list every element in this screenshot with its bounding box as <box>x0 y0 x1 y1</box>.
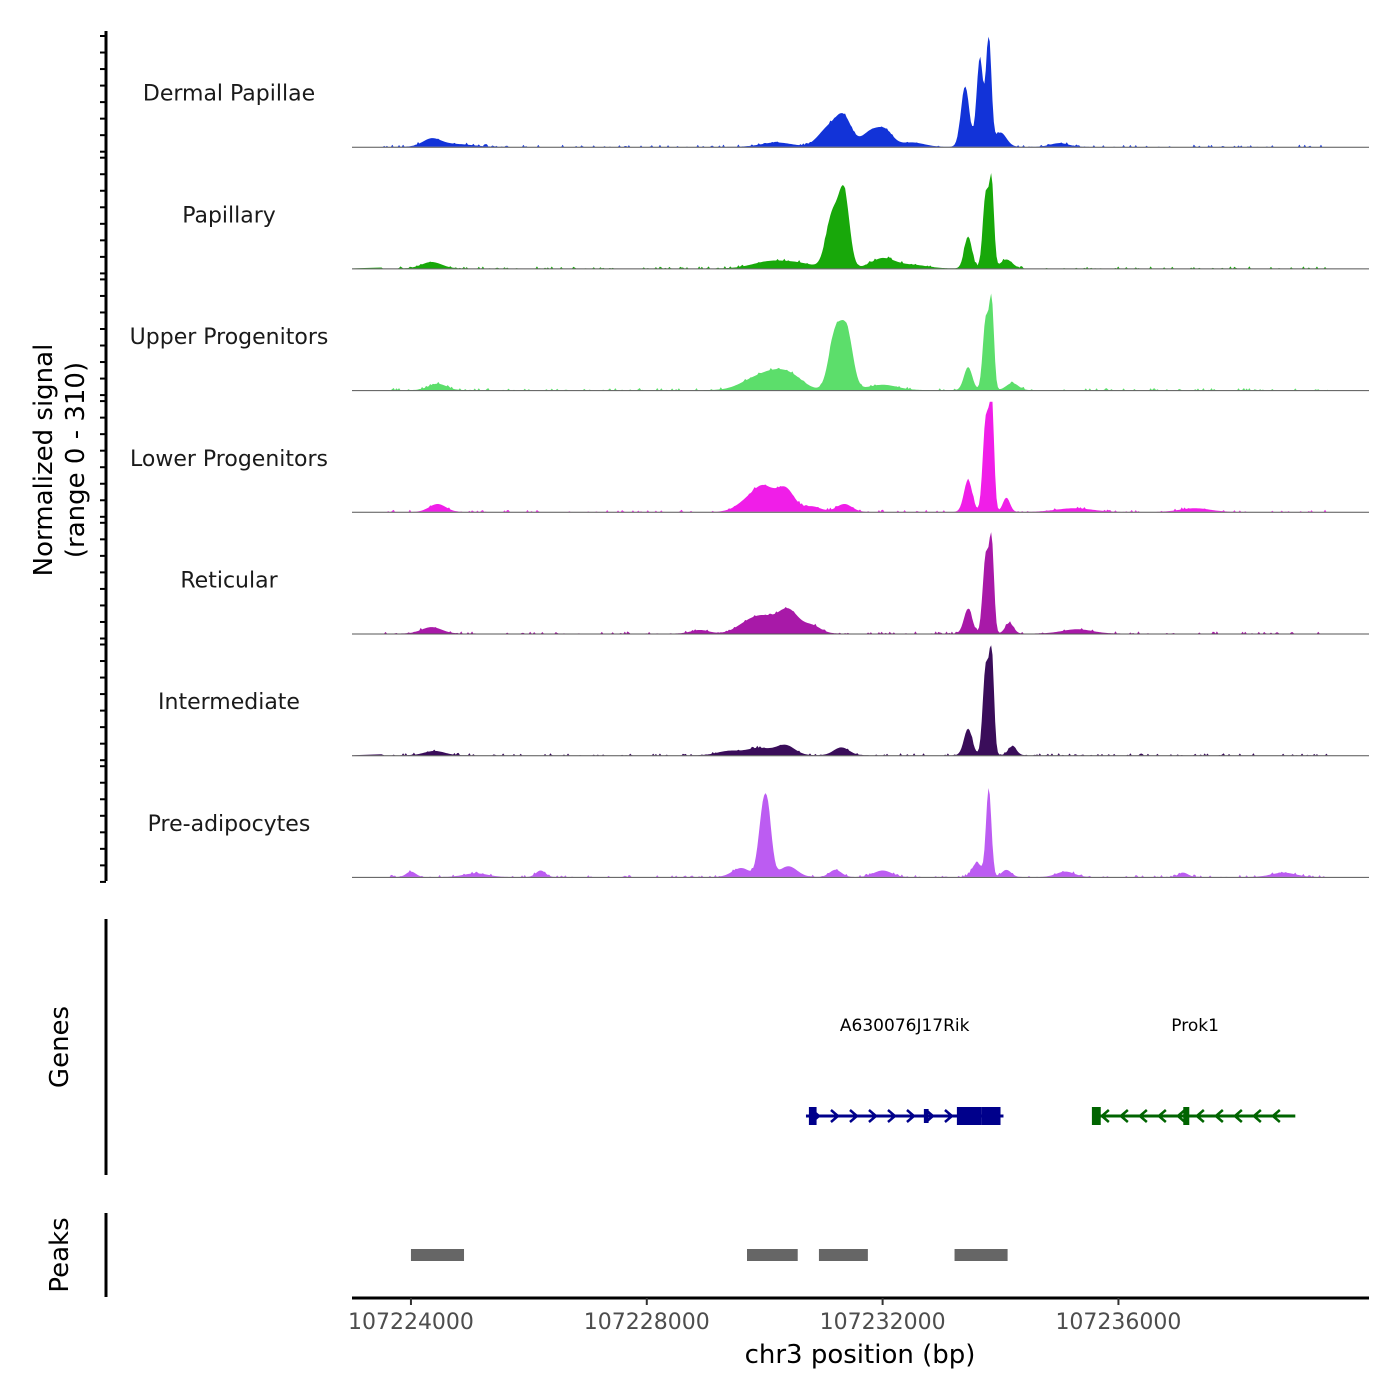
peaks-axis-title: Peaks <box>45 1217 75 1292</box>
peak-region <box>954 1249 1008 1261</box>
x-axis: 107224000 107228000 107232000 107236000 <box>348 1296 1369 1335</box>
x-tick-label: 107228000 <box>584 1310 710 1335</box>
strand-chevron <box>1232 1109 1243 1123</box>
gene-prok1: Prok1 <box>1091 1016 1296 1125</box>
strand-chevron <box>1194 1109 1205 1123</box>
track-upper-progenitors: Upper Progenitors <box>130 293 1369 392</box>
gene-label: Prok1 <box>1171 1016 1219 1036</box>
track-label: Lower Progenitors <box>130 447 328 472</box>
signal-area <box>352 36 1328 147</box>
signal-tracks: Dermal Papillae Papillary Upper Progenitor… <box>130 36 1369 878</box>
gene-exon <box>1091 1107 1101 1125</box>
strand-chevron <box>1156 1109 1167 1123</box>
track-label: Upper Progenitors <box>130 325 329 350</box>
strand-chevron <box>1251 1109 1262 1123</box>
track-label: Reticular <box>180 569 278 594</box>
y-axis-range: (range 0 - 310) <box>61 362 91 558</box>
track-lower-progenitors: Lower Progenitors <box>130 401 1369 513</box>
strand-chevron <box>944 1109 954 1123</box>
track-intermediate: Intermediate <box>158 645 1369 757</box>
track-dermal-papillae: Dermal Papillae <box>143 36 1369 148</box>
track-label: Papillary <box>182 203 276 228</box>
strand-chevron <box>868 1109 878 1123</box>
track-reticular: Reticular <box>180 532 1369 635</box>
strand-chevron <box>1175 1109 1186 1123</box>
gene-exon <box>1183 1107 1190 1125</box>
gene-exon <box>808 1107 817 1125</box>
strand-chevron <box>849 1109 859 1123</box>
signal-area <box>352 401 1328 512</box>
signal-area <box>352 645 1328 756</box>
peak-region <box>747 1249 798 1261</box>
genes-panel: A630076J17Rik Prok1 <box>104 919 1296 1175</box>
track-papillary: Papillary <box>182 172 1369 270</box>
x-tick-label: 107236000 <box>1055 1310 1181 1335</box>
gene-a630076j17rik: A630076J17Rik <box>805 1016 1004 1125</box>
signal-axis <box>100 31 108 883</box>
strand-chevron <box>1099 1109 1110 1123</box>
gene-exon <box>981 1107 1001 1125</box>
track-pre-adipocytes: Pre-adipocytes <box>148 788 1369 878</box>
track-label: Pre-adipocytes <box>148 812 311 837</box>
strand-chevron <box>887 1109 897 1123</box>
signal-area <box>352 788 1328 877</box>
strand-chevron <box>1270 1109 1281 1123</box>
strand-chevron <box>1118 1109 1129 1123</box>
peak-region <box>818 1249 868 1261</box>
strand-chevron <box>1213 1109 1224 1123</box>
signal-area <box>352 172 1328 269</box>
gene-label: A630076J17Rik <box>840 1016 970 1036</box>
signal-area <box>352 293 1328 391</box>
strand-chevron <box>1137 1109 1148 1123</box>
track-label: Intermediate <box>158 690 300 715</box>
strand-chevron <box>906 1109 916 1123</box>
strand-chevron <box>830 1109 840 1123</box>
y-axis-title: Normalized signal <box>29 344 59 577</box>
x-tick-label: 107224000 <box>348 1310 474 1335</box>
x-tick-label: 107232000 <box>820 1310 946 1335</box>
peak-region <box>410 1249 465 1261</box>
peaks-panel <box>104 1213 1008 1297</box>
signal-area <box>352 532 1328 634</box>
gene-exon <box>956 1107 982 1125</box>
track-label: Dermal Papillae <box>143 82 315 107</box>
gene-utr <box>923 1109 929 1123</box>
genes-axis-title: Genes <box>45 1006 75 1088</box>
x-axis-title: chr3 position (bp) <box>745 1340 976 1370</box>
